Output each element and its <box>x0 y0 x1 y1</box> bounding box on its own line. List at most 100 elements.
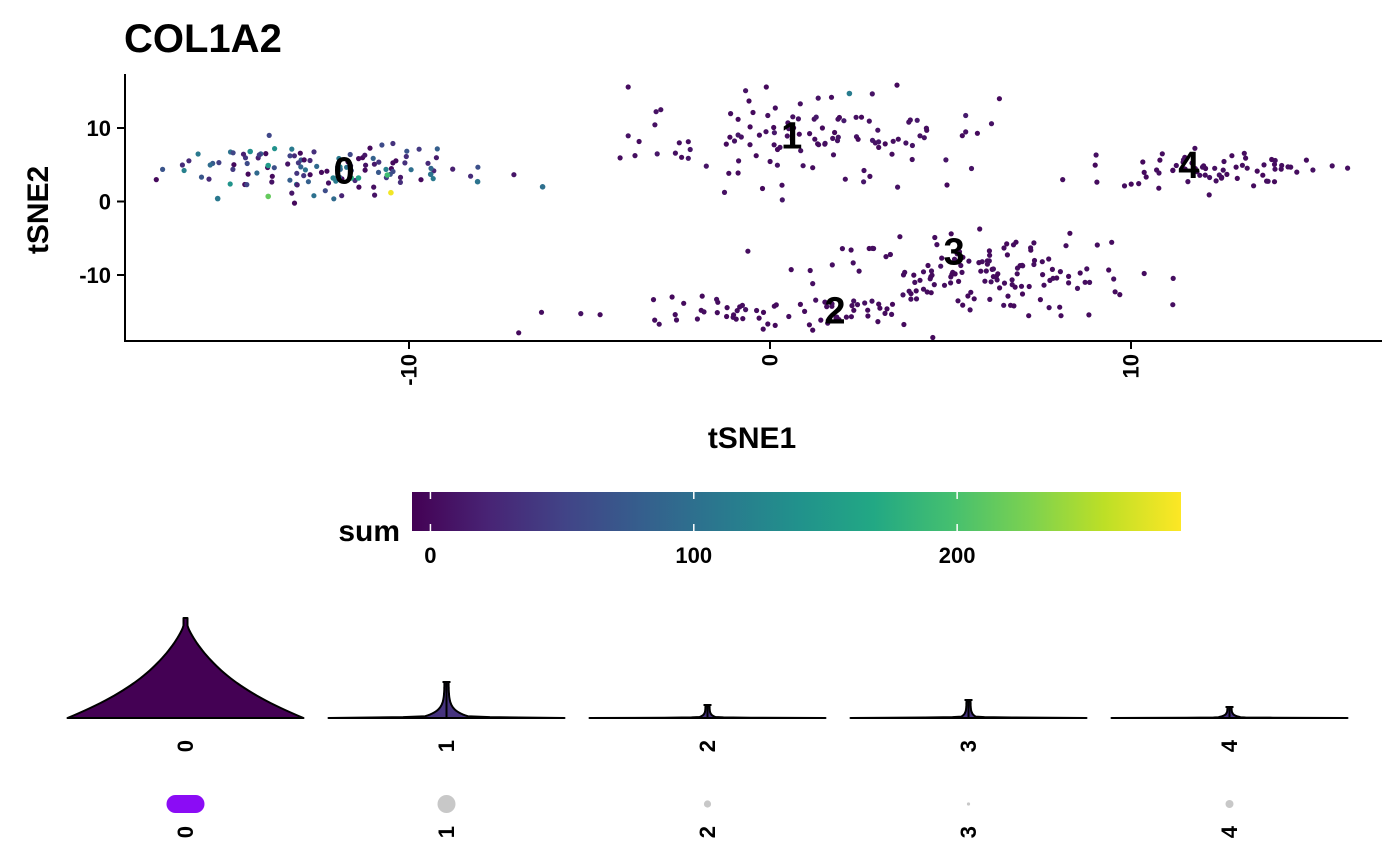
violin-shape <box>66 617 305 719</box>
data-point <box>851 307 857 313</box>
data-point <box>908 296 914 302</box>
data-point <box>798 148 804 154</box>
data-point <box>786 313 792 320</box>
data-point <box>843 314 850 320</box>
data-point <box>430 176 436 182</box>
data-point <box>772 105 778 111</box>
data-point <box>786 126 792 132</box>
data-point <box>1156 185 1162 191</box>
data-point <box>1234 175 1240 181</box>
data-point <box>673 317 680 323</box>
data-point <box>882 141 888 147</box>
data-point <box>810 281 816 287</box>
data-point <box>813 114 819 120</box>
data-point <box>363 162 369 168</box>
data-point <box>1243 155 1249 161</box>
data-point <box>1074 285 1081 291</box>
data-point <box>822 299 828 305</box>
data-point <box>1049 266 1055 272</box>
data-point <box>796 131 802 137</box>
data-point <box>824 304 830 310</box>
data-point <box>318 169 325 175</box>
data-point <box>434 146 440 152</box>
data-point <box>636 138 642 145</box>
data-point <box>835 116 841 122</box>
data-point <box>958 262 964 269</box>
data-point <box>756 315 762 321</box>
data-point <box>913 296 920 302</box>
data-point <box>1067 230 1073 236</box>
data-point <box>869 91 875 97</box>
data-point <box>909 156 915 163</box>
data-point <box>928 268 935 274</box>
data-point <box>1031 240 1037 246</box>
data-point <box>900 292 906 298</box>
data-point <box>982 278 988 284</box>
data-point <box>672 312 678 318</box>
violin-category-label: 1 <box>434 740 459 752</box>
data-point <box>1046 305 1052 311</box>
data-point <box>1254 168 1260 174</box>
data-point <box>388 189 394 196</box>
data-point <box>861 167 867 174</box>
data-point <box>983 268 989 274</box>
data-point <box>617 155 623 161</box>
data-point <box>743 88 749 94</box>
data-point <box>379 142 385 148</box>
data-point <box>997 285 1003 291</box>
data-point <box>924 289 930 295</box>
x-axis-title: tSNE1 <box>708 422 796 455</box>
data-point <box>403 153 409 160</box>
data-point <box>331 196 337 202</box>
data-point <box>699 293 705 299</box>
data-point <box>772 322 778 328</box>
data-point <box>929 272 935 278</box>
data-point <box>889 311 895 317</box>
data-point <box>858 114 865 120</box>
data-point <box>1345 165 1351 171</box>
data-point <box>307 157 313 164</box>
data-point <box>1219 174 1225 180</box>
data-point <box>1117 292 1123 298</box>
data-point <box>1031 257 1038 264</box>
data-point <box>311 149 317 155</box>
data-point <box>1271 161 1278 167</box>
data-point <box>797 101 803 107</box>
data-point <box>687 146 693 153</box>
data-point <box>1094 179 1100 185</box>
data-point <box>850 260 856 266</box>
data-point <box>828 94 835 100</box>
data-point <box>747 142 753 148</box>
data-point <box>735 170 741 176</box>
data-point <box>1207 174 1213 181</box>
data-point <box>956 278 962 284</box>
data-point <box>227 181 233 187</box>
data-point <box>294 170 300 176</box>
data-point <box>1008 302 1014 308</box>
data-point <box>287 153 293 159</box>
data-point <box>829 301 835 307</box>
data-point <box>362 152 368 158</box>
data-point <box>597 312 603 318</box>
y-axis-title: tSNE2 <box>22 166 55 254</box>
data-point <box>289 190 295 196</box>
data-point <box>909 142 916 149</box>
data-point <box>676 140 682 146</box>
data-point <box>726 170 732 176</box>
data-point <box>1278 166 1284 172</box>
data-point <box>1060 177 1066 183</box>
data-point <box>625 133 631 139</box>
data-point <box>1173 162 1179 169</box>
data-point <box>298 164 304 170</box>
data-point <box>685 155 691 161</box>
data-point <box>923 125 930 131</box>
data-point <box>1141 270 1147 277</box>
data-point <box>1057 269 1063 275</box>
data-point <box>474 178 481 185</box>
data-point <box>1206 192 1212 198</box>
data-point <box>1294 169 1300 175</box>
data-point <box>771 142 777 148</box>
data-point <box>265 162 272 169</box>
data-point <box>894 82 900 88</box>
data-point <box>963 112 969 119</box>
